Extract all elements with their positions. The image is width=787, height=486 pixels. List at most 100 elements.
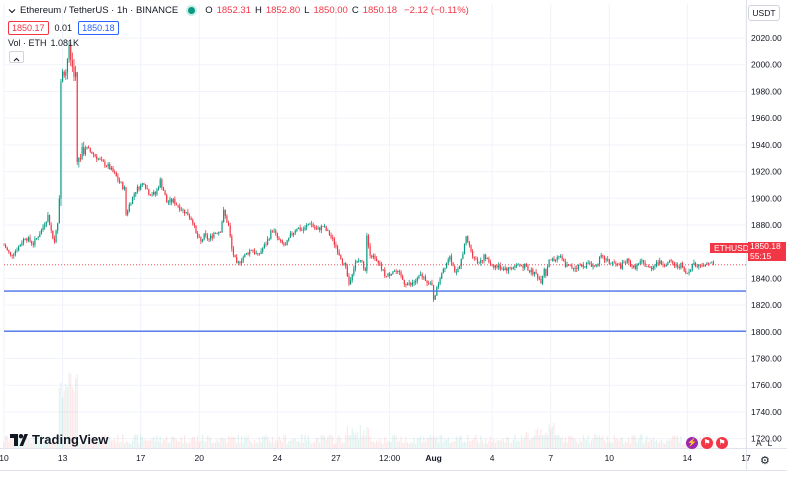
- volume-bar: [667, 438, 669, 448]
- candle-body: [205, 233, 207, 236]
- currency-selector[interactable]: USDT: [748, 5, 780, 21]
- volume-bar: [610, 441, 612, 448]
- candle-body: [709, 262, 711, 264]
- volume-bar: [392, 435, 394, 448]
- volume-bar: [595, 435, 597, 448]
- candle-body: [91, 151, 93, 154]
- candle-body: [685, 271, 687, 274]
- candle-body: [245, 252, 248, 255]
- candle-body: [314, 226, 316, 229]
- symbol-title[interactable]: Ethereum / TetherUS · 1h · BINANCE: [20, 5, 179, 16]
- candle-body: [563, 259, 565, 262]
- volume-bar: [276, 441, 278, 448]
- candle-body: [558, 256, 560, 258]
- candle-body: [524, 263, 526, 269]
- volume-bar: [213, 442, 215, 448]
- flag-icon[interactable]: ⚑: [701, 437, 713, 449]
- volume-bar: [66, 387, 69, 448]
- candle-body: [655, 262, 658, 267]
- volume-bar: [358, 439, 360, 448]
- candle-body: [283, 243, 285, 246]
- candle-body: [154, 191, 156, 195]
- buy-price-box[interactable]: 1850.18: [78, 21, 119, 35]
- volume-bar: [192, 437, 194, 448]
- volume-bar: [566, 442, 568, 448]
- volume-bar: [607, 436, 609, 448]
- candle-body: [515, 264, 518, 266]
- candle-body: [419, 274, 422, 276]
- candle-body: [590, 263, 593, 267]
- volume-bar: [659, 441, 661, 448]
- candle-body: [13, 254, 15, 256]
- lightning-icon[interactable]: ⚡: [686, 437, 698, 449]
- volume-bar: [257, 443, 259, 448]
- candle-body: [218, 231, 220, 234]
- time-tick-label: 13: [58, 453, 68, 463]
- candle-body: [317, 227, 319, 230]
- volume-legend[interactable]: Vol · ETH 1.081K: [8, 38, 79, 48]
- tradingview-logo-icon: [10, 433, 28, 446]
- volume-bar: [429, 434, 431, 448]
- volume-bar: [594, 434, 596, 448]
- candle-body: [556, 257, 558, 260]
- close-key: C: [351, 5, 359, 16]
- volume-bar: [415, 443, 417, 448]
- volume-bar: [107, 436, 109, 448]
- price-tick-label: 1760.00: [751, 380, 782, 390]
- candle-body: [6, 247, 8, 250]
- volume-bar: [478, 443, 480, 448]
- volume-bar: [40, 434, 43, 448]
- candle-body: [592, 265, 594, 267]
- volume-bar: [572, 438, 575, 448]
- candle-body: [253, 251, 256, 254]
- candle-body: [322, 226, 324, 227]
- volume-bar: [182, 443, 184, 448]
- candle-body: [395, 271, 397, 272]
- candle-body: [447, 259, 449, 264]
- flag-icon[interactable]: ⚑: [716, 437, 728, 449]
- candle-body: [29, 237, 31, 242]
- volume-bar: [349, 435, 352, 448]
- candle-body: [198, 236, 200, 238]
- candle-body: [146, 188, 148, 190]
- log-scale-button[interactable]: L: [767, 438, 773, 448]
- candle-body: [302, 229, 305, 231]
- settings-icon[interactable]: ⚙: [760, 455, 770, 467]
- price-tick-label: 1820.00: [751, 300, 782, 310]
- candle-body: [659, 260, 661, 264]
- candle-body: [48, 214, 51, 225]
- volume-bar: [88, 442, 90, 448]
- auto-scale-button[interactable]: A: [756, 438, 762, 448]
- volume-bar: [112, 440, 114, 448]
- volume-bar: [258, 437, 261, 448]
- candle-body: [353, 268, 355, 275]
- candle-body: [297, 227, 300, 230]
- volume-bar: [449, 443, 451, 448]
- volume-bar: [428, 438, 430, 448]
- sell-price-box[interactable]: 1850.17: [8, 21, 49, 35]
- candle-body: [3, 245, 5, 246]
- price-tick-label: 1960.00: [751, 113, 782, 123]
- candle-body: [255, 253, 257, 254]
- legend-collapse-button[interactable]: [9, 51, 24, 63]
- symbol-price-tag: ETHUSDT: [710, 243, 759, 253]
- tradingview-brand[interactable]: TradingView: [10, 432, 108, 447]
- volume-bar: [19, 434, 21, 448]
- candle-body: [348, 276, 350, 285]
- chevron-down-icon[interactable]: [8, 7, 16, 15]
- candle-body: [97, 158, 99, 160]
- volume-bar: [636, 442, 638, 448]
- candle-body: [605, 259, 607, 261]
- candle-body: [306, 225, 308, 228]
- volume-bar: [169, 441, 171, 448]
- candle-body: [533, 271, 536, 275]
- volume-bar: [353, 431, 355, 448]
- candle-body: [654, 266, 656, 267]
- volume-bar: [514, 434, 516, 448]
- volume-bar: [281, 442, 283, 448]
- candle-body: [522, 265, 524, 269]
- volume-bar: [380, 442, 383, 448]
- volume-bar: [621, 437, 623, 448]
